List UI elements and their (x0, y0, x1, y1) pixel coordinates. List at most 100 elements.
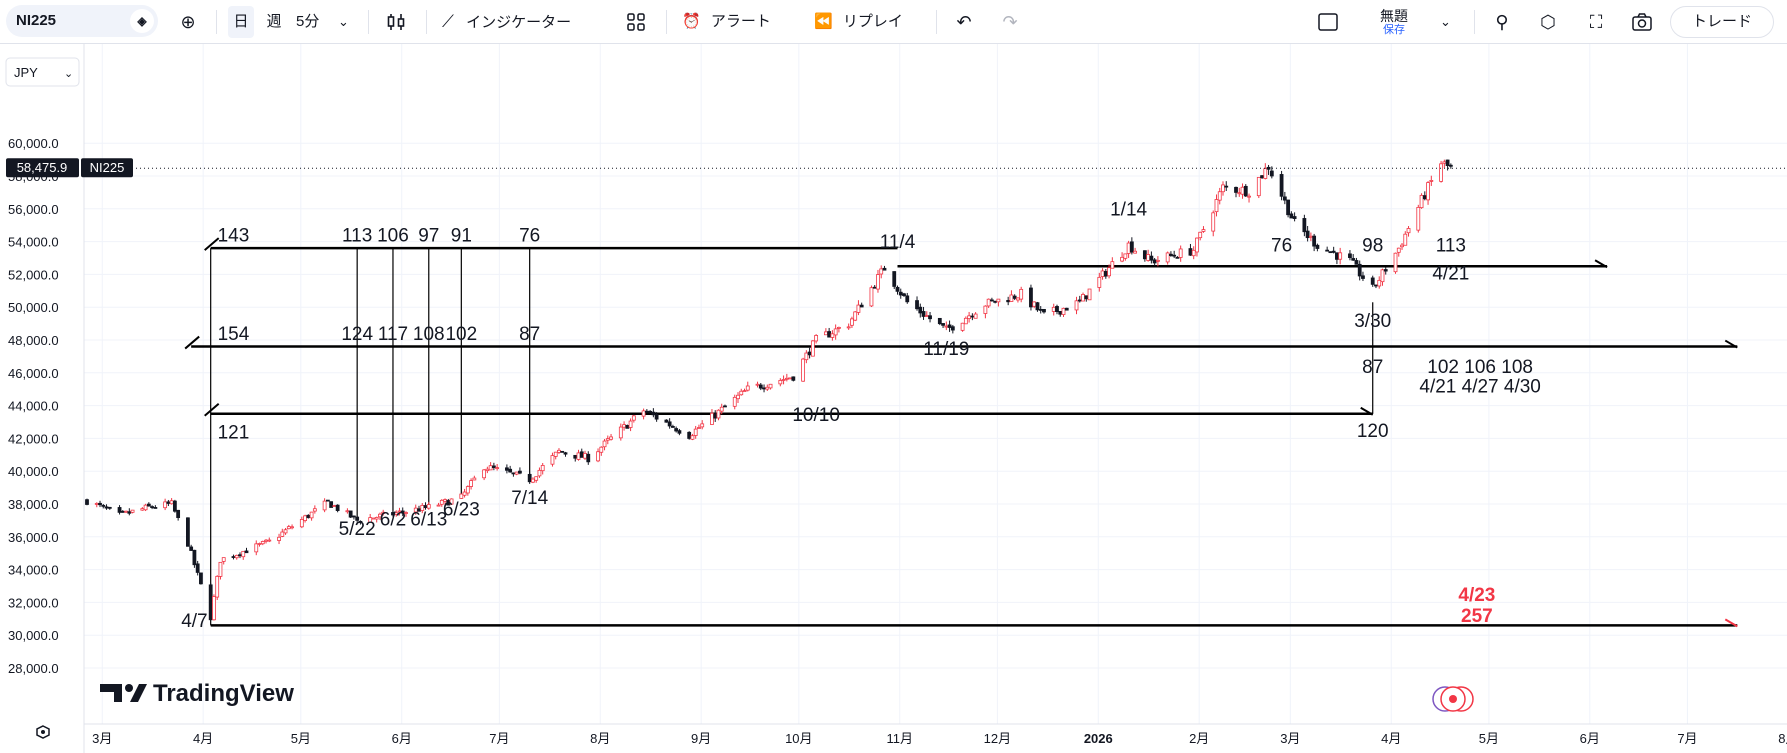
annotation-label[interactable]: 6/2 (380, 509, 406, 530)
candle[interactable] (504, 464, 509, 474)
candle[interactable] (306, 514, 311, 519)
annotation-label[interactable]: 143 (218, 226, 250, 247)
candle[interactable] (267, 537, 272, 543)
candle[interactable] (176, 509, 181, 521)
candle[interactable] (312, 505, 317, 514)
candle[interactable] (153, 505, 158, 509)
candle[interactable] (697, 424, 701, 429)
candle[interactable] (277, 533, 281, 545)
candle[interactable] (1426, 181, 1430, 205)
candle[interactable] (1009, 290, 1014, 302)
candle[interactable] (625, 424, 630, 429)
annotation-label[interactable]: 10/10 (792, 405, 840, 426)
candle[interactable] (439, 499, 444, 507)
timeframe-day-button[interactable]: 日 (228, 6, 254, 38)
annotation-label[interactable]: 4/21 (1432, 263, 1469, 284)
candle[interactable] (1019, 286, 1024, 303)
candle[interactable] (186, 517, 190, 547)
candle[interactable] (332, 504, 337, 507)
annotation-label[interactable]: 124 (341, 324, 373, 345)
candle[interactable] (628, 418, 633, 432)
candle[interactable] (1377, 276, 1382, 289)
candle[interactable] (146, 502, 151, 507)
candle[interactable] (739, 388, 744, 396)
candle[interactable] (667, 418, 672, 429)
candle[interactable] (169, 498, 174, 505)
annotation-label[interactable]: 117 (378, 324, 408, 345)
candle[interactable] (674, 426, 679, 433)
candle[interactable] (1448, 163, 1453, 169)
candle[interactable] (286, 524, 291, 530)
currency-selector[interactable]: JPY ⌄ (5, 57, 80, 87)
candle[interactable] (381, 509, 386, 516)
candle[interactable] (488, 462, 493, 471)
candle[interactable] (120, 510, 125, 513)
candle[interactable] (736, 392, 740, 403)
vertical-guide-lines[interactable] (210, 248, 1374, 626)
candle[interactable] (117, 505, 122, 515)
candle[interactable] (531, 477, 535, 484)
candle[interactable] (1006, 296, 1011, 306)
candle[interactable] (1237, 187, 1242, 197)
candle[interactable] (1201, 226, 1206, 233)
candle[interactable] (1224, 181, 1229, 191)
candle[interactable] (1256, 176, 1261, 199)
candle[interactable] (710, 409, 714, 425)
candle[interactable] (1442, 159, 1447, 168)
candle[interactable] (557, 448, 561, 454)
candle[interactable] (1374, 284, 1378, 289)
candle[interactable] (622, 421, 626, 431)
candle[interactable] (1055, 304, 1059, 315)
candle[interactable] (1292, 212, 1297, 222)
candle[interactable] (1214, 194, 1219, 217)
candle[interactable] (1149, 251, 1154, 264)
candle[interactable] (1081, 292, 1085, 302)
candle[interactable] (459, 493, 464, 499)
candle[interactable] (1308, 232, 1313, 242)
candle[interactable] (1188, 243, 1193, 256)
trend-line[interactable] (204, 403, 1374, 417)
undo-icon[interactable]: ↶ (956, 12, 972, 32)
candle[interactable] (609, 433, 613, 441)
candle[interactable] (189, 544, 194, 551)
candle[interactable] (693, 425, 698, 439)
candle[interactable] (166, 499, 171, 507)
candle[interactable] (400, 507, 405, 517)
candle[interactable] (1142, 250, 1147, 262)
candle[interactable] (810, 340, 815, 357)
camera-icon[interactable] (1628, 6, 1656, 38)
gear-icon[interactable] (36, 725, 50, 739)
candle[interactable] (192, 549, 197, 568)
candle[interactable] (1393, 252, 1398, 274)
annotation-label[interactable]: 1/14 (1110, 199, 1147, 220)
candle[interactable] (1361, 271, 1365, 282)
candle[interactable] (853, 311, 858, 322)
candle[interactable] (130, 509, 135, 514)
trend-line[interactable] (210, 618, 1738, 628)
candle[interactable] (804, 350, 809, 364)
candle[interactable] (514, 471, 519, 476)
candle[interactable] (960, 322, 965, 332)
candle[interactable] (1383, 267, 1388, 275)
candle[interactable] (1129, 237, 1134, 255)
symbol-search[interactable]: NI225 ◈ (6, 5, 158, 37)
candle[interactable] (518, 467, 522, 475)
candle[interactable] (915, 296, 919, 311)
candle[interactable] (583, 450, 587, 460)
annotation-label[interactable]: 106 (377, 226, 409, 247)
candle[interactable] (1175, 256, 1180, 259)
candle[interactable] (713, 410, 718, 422)
candle[interactable] (576, 449, 581, 461)
candle[interactable] (573, 454, 578, 462)
annotation-label[interactable]: 7/14 (511, 488, 548, 509)
candle[interactable] (1087, 288, 1092, 301)
horizontal-lines[interactable] (184, 237, 1738, 628)
candle[interactable] (221, 557, 226, 565)
candle[interactable] (1100, 268, 1105, 280)
candle[interactable] (1351, 254, 1356, 261)
candle[interactable] (596, 448, 600, 463)
candle[interactable] (290, 524, 294, 530)
candle[interactable] (124, 510, 128, 514)
candle[interactable] (1247, 193, 1251, 203)
